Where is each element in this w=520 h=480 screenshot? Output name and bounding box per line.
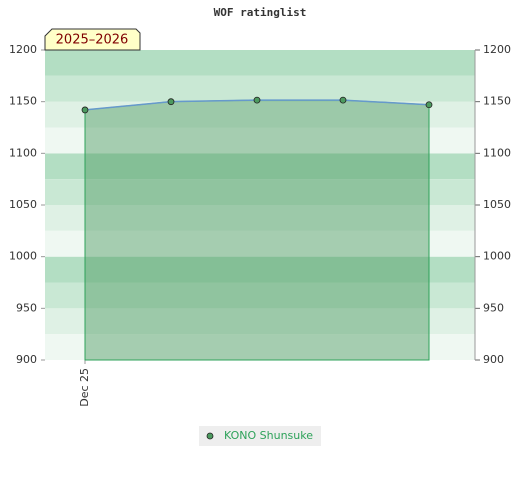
y2-tick-label: 1150 <box>483 95 511 108</box>
point <box>339 96 347 104</box>
point <box>253 96 261 104</box>
legend-marker <box>206 432 214 440</box>
band <box>45 308 475 335</box>
x-tick-label: Dec 25 <box>78 368 91 407</box>
point <box>81 106 89 114</box>
point <box>167 98 175 106</box>
y-tick-label: 1000 <box>9 250 37 263</box>
band <box>45 101 475 128</box>
y2-tick-label: 1050 <box>483 198 511 211</box>
band <box>45 127 475 154</box>
y-tick-label: 1100 <box>9 146 37 159</box>
y2-tick-label: 1200 <box>483 43 511 56</box>
y-tick-label: 1050 <box>9 198 37 211</box>
band <box>45 230 475 257</box>
band <box>45 153 475 180</box>
annotation: 2025–2026 <box>56 33 129 48</box>
band <box>45 50 475 76</box>
band <box>45 179 475 205</box>
band <box>45 205 475 231</box>
chart-title: WOF ratinglist <box>214 6 307 19</box>
y2-tick-label: 950 <box>483 301 504 314</box>
point <box>425 101 433 109</box>
band <box>45 256 475 283</box>
annotation-box <box>44 28 141 51</box>
area <box>84 99 430 361</box>
y2-tick-label: 1000 <box>483 250 511 263</box>
y-tick-label: 900 <box>16 353 37 366</box>
legend-label: KONO Shunsuke <box>224 429 313 442</box>
band <box>45 334 475 360</box>
y-tick-label: 950 <box>16 301 37 314</box>
plot-background <box>45 50 475 360</box>
band <box>45 282 475 309</box>
y2-tick-label: 1100 <box>483 146 511 159</box>
y-tick-label: 1200 <box>9 43 37 56</box>
y2-tick-label: 900 <box>483 353 504 366</box>
band <box>45 75 475 102</box>
y-tick-label: 1150 <box>9 95 37 108</box>
legend-box <box>199 426 321 446</box>
